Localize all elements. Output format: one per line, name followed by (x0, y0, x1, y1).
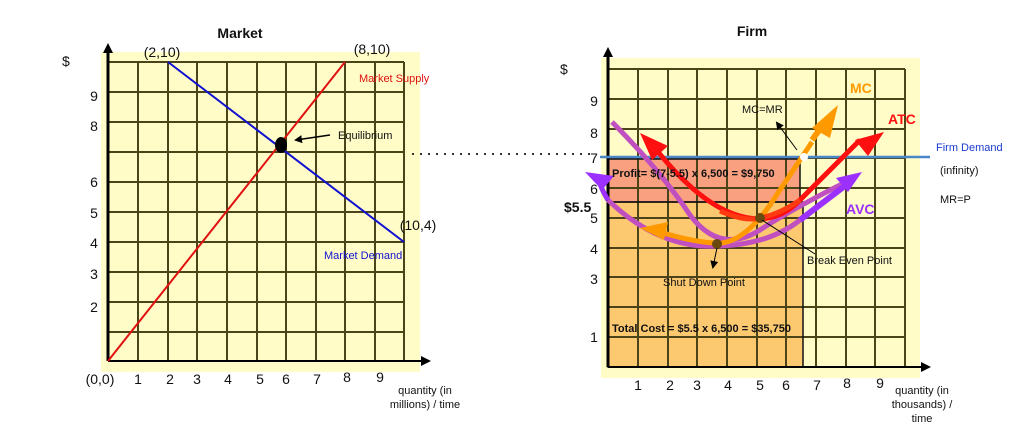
equilibrium-point (275, 137, 287, 153)
firm-x-tick: 5 (756, 377, 764, 393)
market-demand-line (167, 61, 405, 243)
market-x-ticks: (0,0) 1 2 3 4 5 6 7 8 9 (86, 369, 385, 387)
market-y-ticks: 9 8 6 5 4 3 2 (90, 88, 98, 315)
market-y-tick: 8 (90, 118, 98, 134)
mc-left-arrowhead (640, 222, 668, 240)
firm-y-ticks: 9 8 7 6 5 4 3 1 (590, 93, 598, 345)
market-y-axis-label: $ (62, 53, 70, 69)
point-label-2-10: (2,10) (144, 44, 181, 60)
firm-y-axis-label: $ (560, 61, 568, 77)
infinity-label: (infinity) (940, 165, 979, 177)
firm-demand-label: Firm Demand (936, 142, 1003, 154)
market-y-tick: 6 (90, 174, 98, 190)
total-cost-label: Total Cost = $5.5 x 6,500 = $35,750 (612, 323, 791, 335)
market-supply-line (107, 61, 346, 362)
avc-curve-right (798, 179, 852, 223)
market-x-tick: 9 (376, 369, 384, 385)
break-even-pointer (761, 219, 816, 255)
firm-y-tick: 4 (590, 241, 598, 257)
firm-x-tick: 1 (634, 377, 642, 393)
mc-mr-intersection (800, 153, 808, 161)
atc-label: ATC (888, 111, 916, 127)
avc-curve (610, 120, 852, 243)
shut-down-point (712, 239, 722, 249)
firm-chart: Firm $ (560, 23, 1003, 425)
avc-label: AVC (846, 201, 875, 217)
market-x-axis-label-line1: quantity (in (398, 385, 452, 397)
shut-down-pointer (710, 247, 719, 269)
firm-y-tick: 1 (590, 329, 598, 345)
firm-y-tick: 6 (590, 181, 598, 197)
market-x-axis-label-line2: millions) / time (390, 399, 460, 411)
market-supply-label: Market Supply (359, 73, 430, 85)
price-5-5-label: $5.5 (564, 199, 591, 215)
mc-label: MC (850, 80, 872, 96)
firm-y-tick: 5 (590, 210, 598, 226)
firm-x-axis-label-line2: thousands) / (892, 399, 953, 411)
market-y-tick: 5 (90, 205, 98, 221)
market-x-tick: 8 (343, 369, 351, 385)
market-x-tick: 7 (313, 371, 321, 387)
market-y-tick: 2 (90, 299, 98, 315)
firm-x-tick: 8 (843, 375, 851, 391)
firm-x-axis-label-line3: time (912, 413, 933, 425)
equilibrium-arrow (294, 134, 331, 144)
break-even-label: Break Even Point (807, 255, 892, 267)
atc-right-arrowhead (855, 132, 884, 156)
avc-left-arrowhead (585, 172, 614, 190)
avc-right-arrowhead (836, 172, 862, 192)
market-y-tick: 9 (90, 88, 98, 104)
market-x-tick: 5 (256, 371, 264, 387)
firm-x-ticks: 1 2 3 4 5 6 7 8 9 (634, 375, 884, 393)
shut-down-label: Shut Down Point (663, 277, 745, 289)
market-x-tick: 4 (224, 371, 232, 387)
firm-x-tick: 4 (724, 377, 732, 393)
firm-y-tick: 9 (590, 93, 598, 109)
firm-x-tick: 2 (666, 377, 674, 393)
market-demand-label: Market Demand (324, 250, 402, 262)
market-x-tick: 3 (193, 371, 201, 387)
market-title: Market (217, 25, 262, 41)
firm-title: Firm (737, 23, 767, 39)
firm-y-tick: 3 (590, 271, 598, 287)
atc-left-arrowhead (640, 133, 668, 160)
firm-x-tick: 3 (693, 377, 701, 393)
market-chart: Market $ (62, 25, 460, 411)
mc-mr-arrow (775, 121, 798, 151)
market-x-tick: 1 (134, 371, 142, 387)
mc-right-shaft (809, 116, 831, 142)
market-y-tick: 3 (90, 266, 98, 282)
point-label-10-4: (10,4) (400, 217, 437, 233)
market-x-tick: 2 (166, 371, 174, 387)
market-origin-label: (0,0) (86, 371, 115, 387)
firm-y-tick: 8 (590, 125, 598, 141)
firm-x-tick: 9 (876, 375, 884, 391)
profit-label: Profit= $(7-5.5) x 6,500 = $9,750 (612, 168, 775, 180)
market-x-tick: 6 (282, 371, 290, 387)
mr-equals-p-label: MR=P (940, 194, 971, 206)
point-label-8-10: (8,10) (354, 41, 391, 57)
firm-y-tick: 7 (590, 150, 598, 166)
firm-x-tick: 7 (813, 377, 821, 393)
equilibrium-label: Equilibrium (338, 130, 392, 142)
market-grid (108, 61, 405, 361)
mc-mr-label: MC=MR (742, 104, 783, 116)
firm-x-axis-label-line1: quantity (in (895, 385, 949, 397)
firm-x-tick: 6 (782, 377, 790, 393)
market-y-tick: 4 (90, 235, 98, 251)
